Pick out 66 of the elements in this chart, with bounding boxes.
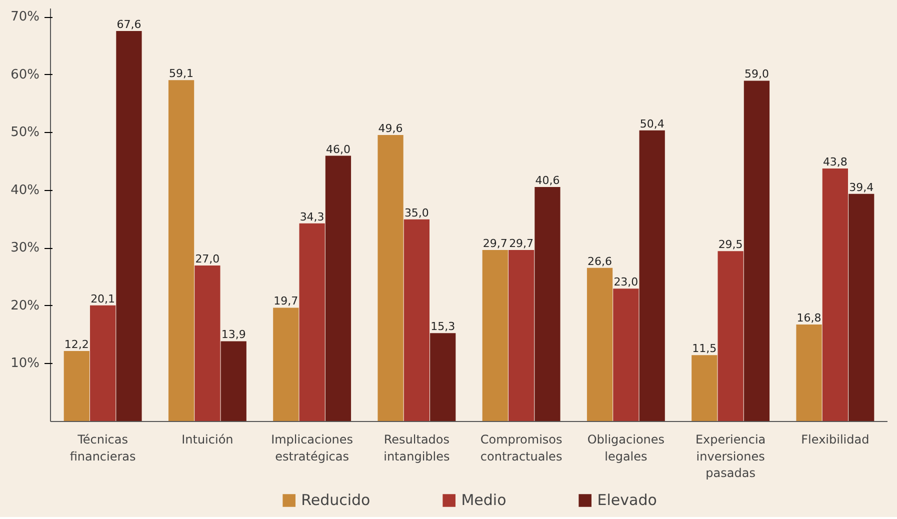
y-tick-label: 30%: [10, 240, 40, 256]
y-tick-label: 50%: [10, 125, 40, 140]
y-tick-label: 60%: [10, 67, 40, 82]
data-label: 35,0: [404, 206, 429, 220]
data-label: 67,6: [116, 18, 142, 32]
x-tick-label: Resultados intangibles: [384, 432, 450, 464]
data-label: 49,6: [378, 122, 403, 135]
bar: [273, 308, 299, 422]
bar: [482, 250, 508, 422]
data-label: 29,5: [718, 238, 743, 252]
data-label: 43,8: [822, 156, 848, 168]
bar: [744, 80, 770, 422]
bar: [404, 219, 430, 422]
bar: [64, 351, 90, 422]
data-label: 59,1: [169, 67, 194, 80]
x-tick-label: Implicaciones estratégicas: [271, 432, 354, 464]
bar: [613, 288, 639, 422]
data-label: 40,6: [535, 174, 560, 187]
bar: [692, 355, 718, 422]
data-label: 26,6: [588, 254, 612, 268]
bar: [639, 130, 665, 422]
y-tick-label: 40%: [10, 182, 40, 198]
data-label: 23,0: [614, 276, 638, 289]
bar: [378, 135, 404, 422]
data-label: 46,0: [326, 142, 350, 156]
data-label: 16,8: [796, 311, 822, 324]
data-label: 27,0: [195, 252, 220, 266]
legend-label: Medio: [461, 491, 506, 509]
x-tick-label: Intuición: [182, 432, 234, 446]
data-label: 39,4: [849, 180, 874, 194]
bar: [116, 31, 142, 422]
x-tick-label: Obligaciones legales: [587, 432, 665, 464]
data-label: 20,1: [90, 292, 116, 306]
bar: [299, 223, 325, 422]
bar: [534, 186, 560, 422]
x-tick-label: Técnicas financieras: [70, 432, 136, 464]
bar: [822, 168, 848, 422]
x-tick-label: Compromisos contractuales: [480, 432, 562, 464]
bar: [168, 80, 194, 422]
bar: [430, 333, 456, 422]
x-tick-label: Experiencia inversiones pasadas: [695, 432, 766, 480]
bar: [796, 324, 822, 422]
y-tick-label: 70%: [10, 10, 40, 25]
bar: [220, 341, 246, 422]
y-tick-label: 10%: [10, 356, 40, 372]
bar: [508, 250, 534, 422]
data-label: 11,5: [692, 342, 717, 356]
bar: [194, 266, 220, 422]
data-label: 13,9: [221, 328, 246, 342]
y-tick-label: 20%: [10, 298, 40, 314]
x-tick-label: Flexibilidad: [801, 432, 870, 446]
legend-label: Reducido: [301, 491, 370, 509]
data-label: 34,3: [300, 210, 324, 224]
data-label: 59,0: [744, 68, 769, 81]
data-label: 29,7: [509, 236, 534, 250]
bar: [848, 194, 874, 422]
data-label: 29,7: [482, 236, 508, 250]
data-label: 19,7: [274, 294, 298, 308]
bar: [718, 251, 744, 422]
bar: [90, 305, 116, 422]
data-label: 12,2: [64, 338, 89, 352]
bar: [586, 268, 613, 422]
data-label: 15,3: [430, 320, 456, 334]
legend-label: Elevado: [597, 491, 657, 509]
bar: [325, 156, 352, 422]
data-label: 50,4: [640, 117, 664, 130]
